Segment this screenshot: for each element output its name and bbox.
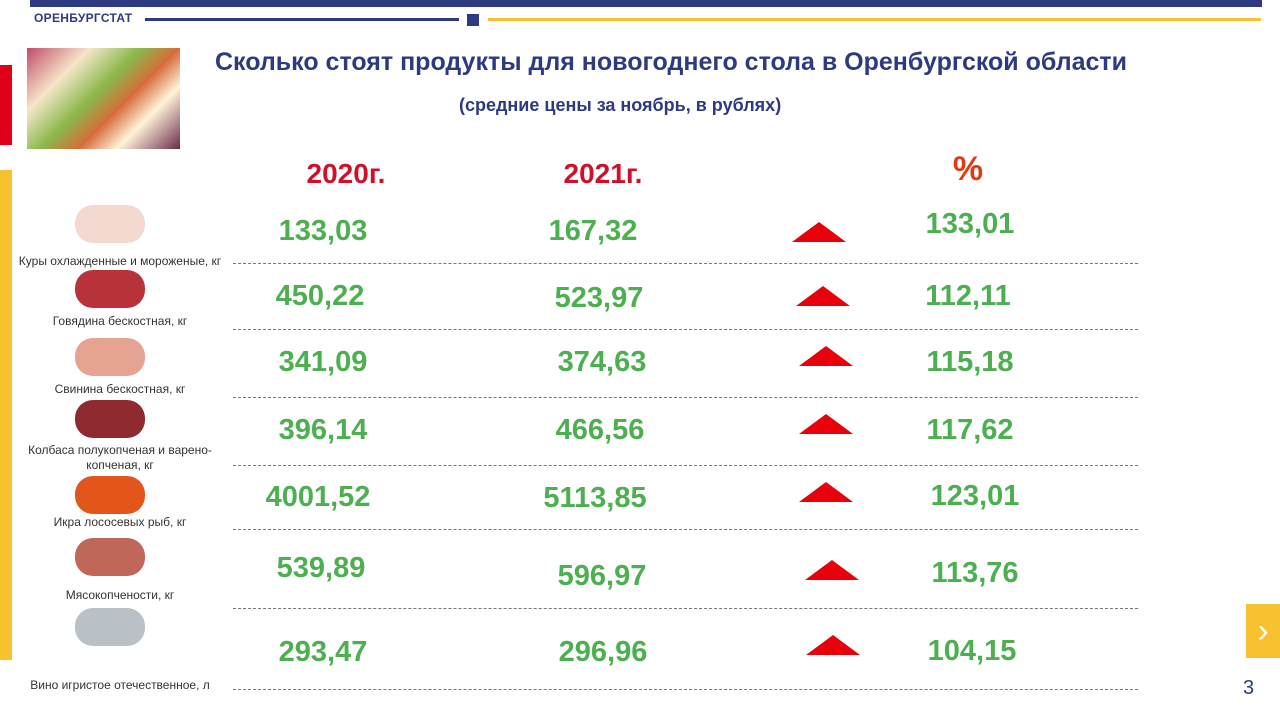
- chevron-right-icon: ›: [1257, 612, 1269, 650]
- row-divider: [233, 465, 1138, 466]
- percent-change: 123,01: [930, 480, 1020, 512]
- arrow-up-icon: [792, 222, 846, 242]
- page-number: 3: [1243, 677, 1255, 699]
- next-slide-button[interactable]: ›: [1246, 604, 1280, 658]
- sausage-icon: [75, 400, 145, 438]
- chicken-icon: [75, 205, 145, 243]
- price-2020: 133,03: [278, 215, 368, 247]
- price-2021: 374,63: [557, 346, 647, 378]
- beef-icon: [75, 270, 145, 308]
- row-divider: [233, 608, 1138, 609]
- product-label: Колбаса полукопченая и варено-копченая, …: [28, 443, 212, 472]
- festive-table-photo: [27, 48, 180, 149]
- product-label: Икра лососевых рыб, кг: [53, 515, 187, 529]
- percent-change: 117,62: [926, 414, 1014, 446]
- price-2021: 596,97: [557, 560, 647, 592]
- divider-square: [467, 14, 479, 26]
- price-2020: 450,22: [275, 280, 365, 312]
- price-2021: 523,97: [554, 282, 644, 314]
- product-label: Вино игристое отечественное, л: [30, 678, 210, 692]
- column-header-2020: 2020г.: [306, 158, 386, 189]
- product-label: Свинина бескостная, кг: [54, 382, 186, 396]
- caviar-icon: [75, 476, 145, 514]
- smoked-meat-icon: [75, 538, 145, 576]
- champagne-icon: [75, 608, 145, 646]
- product-label: Говядина бескостная, кг: [52, 314, 188, 328]
- side-accent-yellow: [0, 170, 12, 660]
- side-accent-red: [0, 65, 12, 145]
- pork-icon: [75, 338, 145, 376]
- price-2021: 466,56: [555, 414, 645, 446]
- page-title: Сколько стоят продукты для новогоднего с…: [215, 48, 1128, 76]
- price-2020: 4001,52: [265, 481, 371, 513]
- price-2020: 341,09: [278, 346, 368, 378]
- percent-change: 104,15: [927, 635, 1017, 667]
- arrow-up-icon: [799, 346, 853, 366]
- arrow-up-icon: [799, 482, 853, 502]
- product-label: Куры охлажденные и мороженые, кг: [18, 254, 222, 268]
- row-divider: [233, 263, 1138, 264]
- page-subtitle: (средние цены за ноябрь, в рублях): [459, 95, 782, 115]
- price-2021: 167,32: [548, 215, 638, 247]
- arrow-up-icon: [806, 635, 860, 655]
- divider-yellow: [488, 18, 1261, 21]
- price-2020: 293,47: [278, 636, 368, 668]
- divider-blue: [145, 18, 459, 21]
- column-header-percent: %: [952, 150, 984, 188]
- column-header-2021: 2021г.: [563, 158, 643, 189]
- percent-change: 112,11: [925, 280, 1011, 312]
- price-2021: 296,96: [558, 636, 648, 668]
- arrow-up-icon: [799, 414, 853, 434]
- arrow-up-icon: [805, 560, 859, 580]
- row-divider: [233, 689, 1138, 690]
- product-label: Мясокопчености, кг: [65, 588, 175, 602]
- percent-change: 115,18: [926, 346, 1014, 378]
- percent-change: 113,76: [931, 557, 1019, 589]
- top-bar: [30, 0, 1262, 7]
- row-divider: [233, 397, 1138, 398]
- arrow-up-icon: [796, 286, 850, 306]
- row-divider: [233, 529, 1138, 530]
- price-2021: 5113,85: [543, 482, 647, 514]
- price-2020: 539,89: [276, 552, 366, 584]
- row-divider: [233, 329, 1138, 330]
- brand-label: ОРЕНБУРГСТАТ: [34, 11, 133, 25]
- price-2020: 396,14: [278, 414, 368, 446]
- percent-change: 133,01: [925, 208, 1015, 240]
